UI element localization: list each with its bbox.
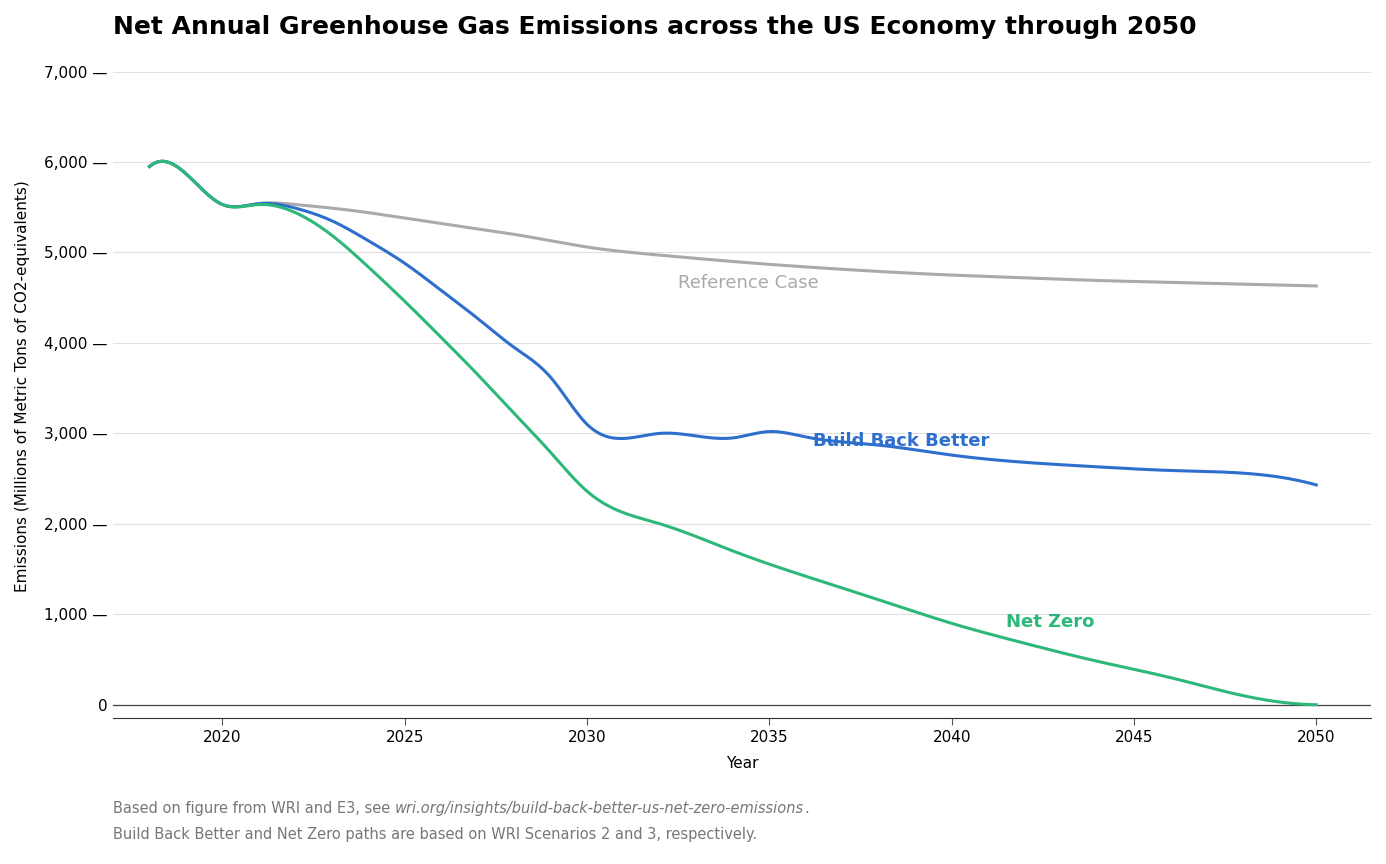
Text: Net Zero: Net Zero: [1006, 613, 1095, 632]
Text: Reference Case: Reference Case: [678, 274, 819, 292]
Text: Net Annual Greenhouse Gas Emissions across the US Economy through 2050: Net Annual Greenhouse Gas Emissions acro…: [114, 15, 1196, 39]
Text: Build Back Better: Build Back Better: [814, 432, 990, 449]
Text: wri.org/insights/build-back-better-us-net-zero-emissions: wri.org/insights/build-back-better-us-ne…: [395, 802, 804, 816]
Text: Build Back Better and Net Zero paths are based on WRI Scenarios 2 and 3, respect: Build Back Better and Net Zero paths are…: [114, 828, 757, 842]
Y-axis label: Emissions (Millions of Metric Tons of CO2-equivalents): Emissions (Millions of Metric Tons of CO…: [15, 180, 30, 592]
Text: Based on figure from WRI and E3, see: Based on figure from WRI and E3, see: [114, 802, 395, 816]
Text: .: .: [804, 802, 809, 816]
X-axis label: Year: Year: [726, 756, 758, 772]
